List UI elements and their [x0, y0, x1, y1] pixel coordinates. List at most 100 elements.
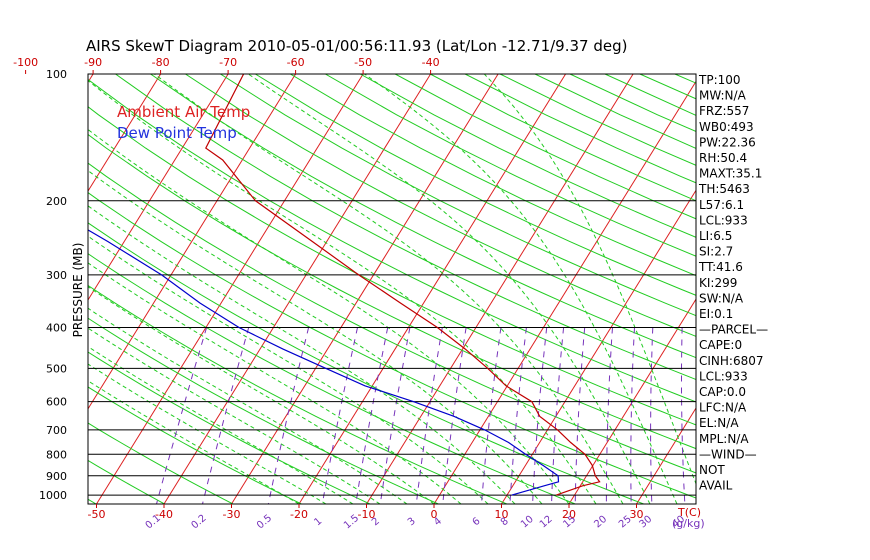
index-item: TP:100	[698, 73, 741, 87]
moist-adiabat-line	[88, 128, 570, 504]
dry-adiabat-line	[88, 253, 576, 504]
dry-adiabat-line	[325, 74, 696, 257]
isotherm-line	[366, 74, 634, 504]
isotherm-line	[0, 74, 26, 504]
isotherm-line	[636, 407, 696, 504]
y-axis-label: PRESSURE (MB)	[71, 243, 85, 338]
x-axis-unit-label: T(C)	[677, 506, 701, 519]
series-lines	[88, 74, 601, 496]
mixing-ratio-tick-label: 0.5	[255, 513, 274, 532]
pressure-ticks: 100 200 300 400 500 600 700 800 900 1000	[39, 68, 67, 502]
index-item: MPL:N/A	[699, 432, 749, 446]
mixing-ratio-line	[415, 327, 443, 504]
plot-frame	[87, 73, 697, 505]
mixing-ratio-line	[605, 327, 613, 504]
dry-adiabat-line	[88, 386, 302, 504]
chart-title: AIRS SkewT Diagram 2010-05-01/00:56:11.9…	[86, 37, 627, 55]
mixing-ratio-line	[681, 327, 686, 504]
moist-adiabat-line	[88, 205, 516, 504]
mixing-ratio-line	[156, 327, 208, 504]
bottom-tick-label: 30	[630, 508, 644, 521]
dry-adiabat-line	[88, 106, 696, 426]
isotherm-line	[163, 74, 432, 504]
mixing-ratio-line	[650, 327, 654, 504]
isotherm-line	[231, 74, 499, 504]
isotherm-line	[839, 74, 870, 504]
index-item: PW:22.36	[699, 135, 756, 149]
moist-adiabat-line	[154, 74, 624, 504]
mixing-ratio-line	[574, 327, 586, 504]
mixing-ratio-line	[321, 327, 358, 504]
index-item: RH:50.4	[699, 151, 747, 165]
mixing-ratio-tick-label: 0.2	[189, 513, 208, 532]
mixing-ratio-line	[202, 327, 250, 504]
top-tick-label: -100	[13, 56, 38, 69]
index-item: EI:0.1	[699, 307, 733, 321]
dry-adiabat-line	[88, 133, 696, 450]
dry-adiabat-line	[88, 422, 234, 504]
mixing-ratio-tick-label: 10	[519, 514, 536, 531]
index-item: L57:6.1	[699, 198, 744, 212]
index-item: LFC:N/A	[699, 401, 747, 415]
mixing-ratio-line	[480, 327, 502, 504]
mixing-ratio-tick-label: 4	[432, 516, 444, 529]
top-temp-ticks: -120-110-100-90-80-70-60-50-40	[13, 56, 440, 74]
mixing-ratio-line	[379, 327, 411, 504]
moist-adiabat-line	[88, 380, 300, 504]
pressure-tick-label: 1000	[39, 489, 67, 502]
moist-adiabat-line	[88, 345, 354, 504]
isotherm-line	[88, 74, 297, 410]
mixing-ratio-tick-label: 8	[499, 516, 511, 529]
mixing-ratio-tick-label: 12	[538, 514, 555, 531]
moist-adiabat-line	[88, 307, 408, 504]
mixing-ratio-line	[509, 327, 527, 504]
top-tick-label: -70	[219, 56, 237, 69]
index-item: SW:N/A	[699, 291, 744, 305]
isotherm-line	[88, 74, 162, 193]
pressure-tick-label: 200	[46, 195, 67, 208]
isotherm-line	[772, 74, 870, 504]
mixing-ratio-tick-label: 20	[592, 514, 609, 531]
mixing-ratio-tick-label: 6	[471, 516, 483, 529]
isotherm-line	[298, 74, 567, 504]
mixing-ratio-tick-label: 3	[406, 516, 418, 529]
moist-adiabat-line	[88, 262, 462, 504]
top-tick-label: -80	[152, 56, 170, 69]
top-tick-label: -50	[354, 56, 372, 69]
legend-ambient-air-temp: Ambient Air Temp	[117, 103, 250, 121]
ambient-air-temp-line	[205, 74, 601, 496]
mixing-ratio-tick-label: 1	[312, 516, 324, 529]
legend-dew-point-temp: Dew Point Temp	[117, 124, 237, 142]
index-item: —PARCEL—	[699, 323, 768, 337]
pressure-tick-label: 900	[46, 470, 67, 483]
dry-adiabat-line	[290, 74, 696, 277]
dry-adiabat-line	[88, 459, 165, 504]
moist-adiabat-line	[88, 327, 381, 504]
index-item: AVAIL	[699, 479, 733, 493]
bottom-tick-label: 0	[431, 508, 438, 521]
index-item: TT:41.6	[698, 260, 743, 274]
index-item: CINH:6807	[699, 354, 764, 368]
mixing-ratio-tick-label: 2	[370, 516, 382, 529]
isotherm-line	[88, 74, 229, 301]
mixing-ratio-line	[267, 327, 310, 504]
top-tick-label: -40	[422, 56, 440, 69]
mixing-ratio-line	[442, 327, 467, 504]
bottom-tick-label: -30	[223, 508, 241, 521]
isotherm-line	[96, 74, 364, 504]
index-item: WB0:493	[699, 120, 754, 134]
index-item: LCL:933	[699, 213, 748, 227]
isotherm-line	[433, 80, 696, 504]
dry-adiabat-line	[88, 351, 371, 504]
dry-adiabat-line	[220, 74, 696, 317]
moist-adiabat-line	[88, 170, 543, 504]
index-item: NOT	[699, 463, 725, 477]
index-item: SI:2.7	[699, 245, 733, 259]
index-item: —WIND—	[699, 447, 757, 461]
pressure-tick-label: 400	[46, 322, 67, 335]
index-item: MW:N/A	[699, 89, 747, 103]
moist-adiabat-line	[88, 363, 327, 504]
index-item: LCL:933	[699, 369, 748, 383]
dry-adiabat-line	[0, 74, 28, 504]
